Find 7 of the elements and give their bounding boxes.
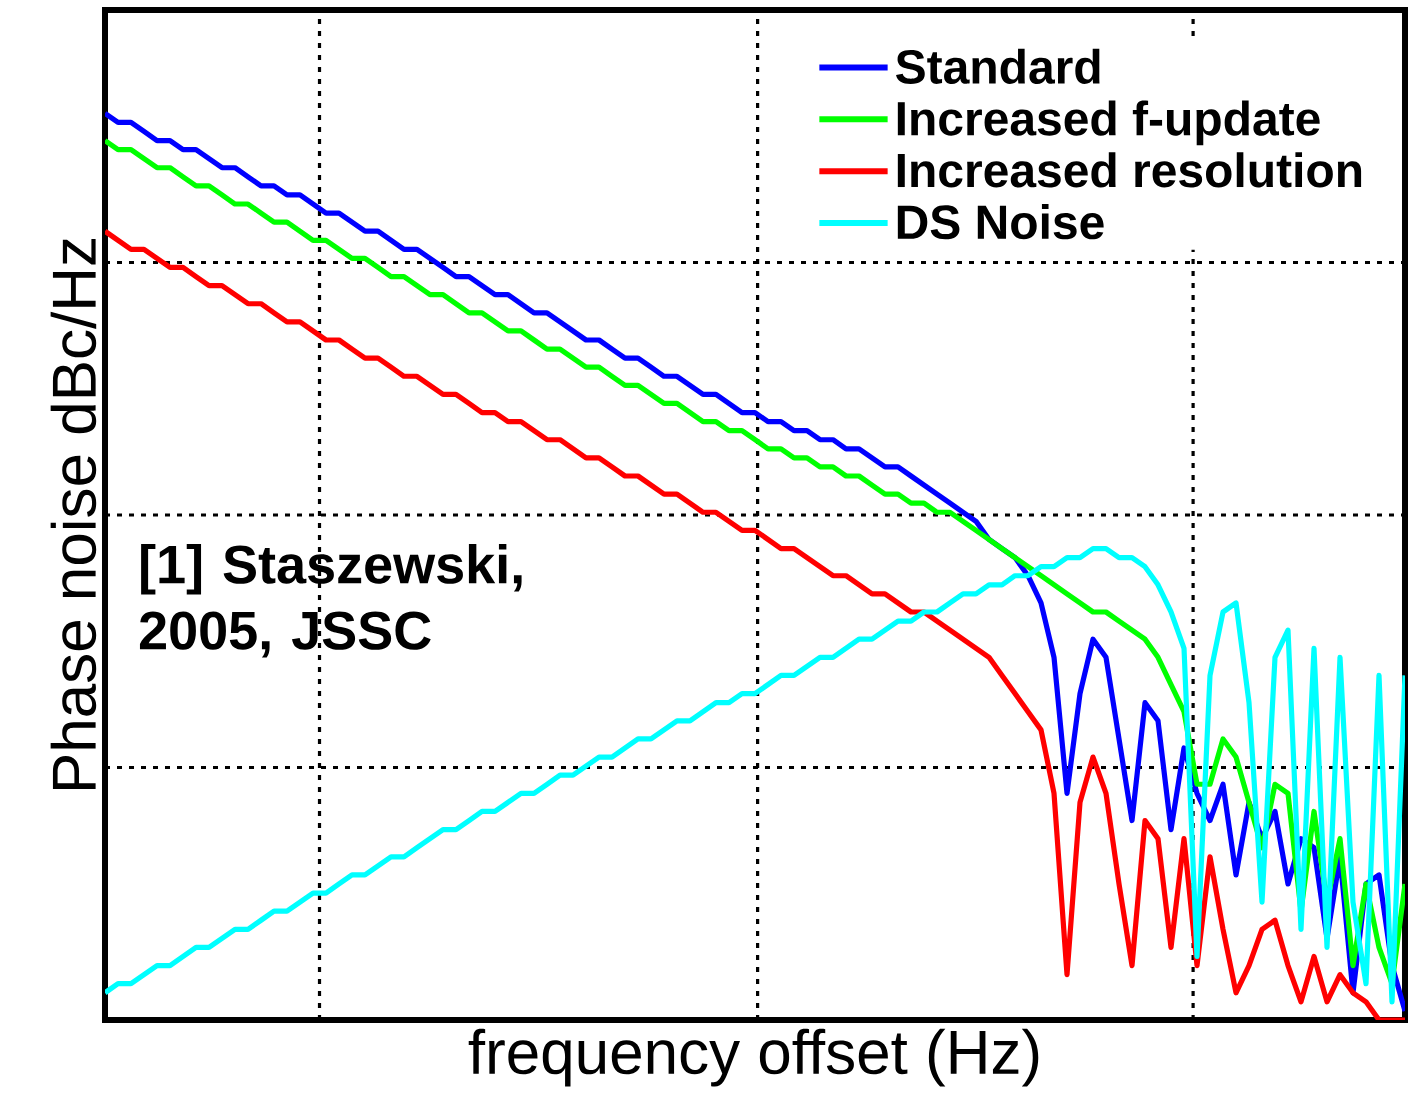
legend-label: DS Noise: [897, 204, 1104, 240]
legend-label: Increased f-update: [897, 100, 1320, 146]
x-axis-title: frequency offset (Hz): [468, 1028, 1039, 1087]
legend-label: Increased resolution: [897, 152, 1362, 188]
y-axis-title: Phase noise dBc/Hz: [50, 239, 97, 790]
annotation: [1] Staszewski, 2005, JSSC: [139, 544, 522, 658]
legend-label: Standard: [896, 48, 1100, 84]
